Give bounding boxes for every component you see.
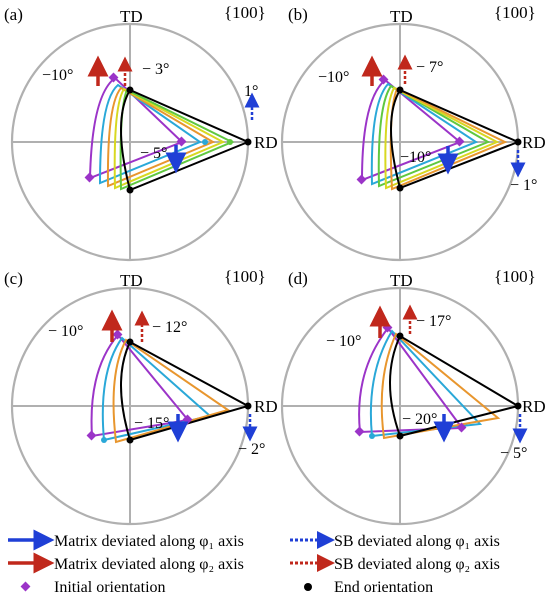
curve-4 bbox=[113, 87, 226, 190]
matrix-phi2-angle: − 10° bbox=[326, 333, 361, 350]
end-marker bbox=[126, 338, 134, 346]
rd-label: RD bbox=[254, 133, 278, 152]
sb-phi2-angle: − 12° bbox=[152, 319, 187, 336]
plane-label: {100} bbox=[224, 3, 266, 22]
rd-label: RD bbox=[522, 397, 546, 416]
end-marker bbox=[244, 138, 252, 146]
orientation-curves bbox=[358, 326, 521, 440]
plane-label: {100} bbox=[494, 267, 536, 286]
legend-initial-label: Initial orientation bbox=[54, 579, 166, 596]
end-marker bbox=[244, 402, 252, 410]
curve-3 bbox=[106, 86, 216, 188]
orientation-curves bbox=[360, 78, 521, 191]
panel-tag: (d) bbox=[288, 269, 308, 288]
td-label: TD bbox=[390, 271, 413, 290]
orientation-curves bbox=[88, 76, 251, 192]
matrix-phi2-angle: − 10° bbox=[48, 323, 83, 340]
panel-d: (d) TD RD {100} − 10° − 17° − 20° − 5° bbox=[280, 267, 546, 526]
end-marker bbox=[126, 86, 134, 94]
end-marker bbox=[126, 436, 134, 444]
panel-c: (c) TD RD {100} − 10° − 12° − 15° − 2° bbox=[4, 267, 278, 526]
markers bbox=[84, 72, 252, 194]
end-marker bbox=[514, 138, 522, 146]
panel-b: (b) TD RD {100} −10° − 7° −10° − 1° bbox=[280, 3, 546, 262]
end-marker bbox=[396, 332, 404, 340]
end-marker bbox=[396, 432, 404, 440]
panel-tag: (c) bbox=[4, 269, 23, 288]
initial-marker bbox=[84, 172, 95, 183]
curve-2 bbox=[370, 82, 479, 186]
sb-phi1-angle: − 5° bbox=[500, 445, 527, 462]
initial-marker bbox=[108, 72, 119, 83]
curve-4 bbox=[384, 86, 500, 190]
matrix-phi2-angle: −10° bbox=[42, 67, 73, 84]
legend-end-label: End orientation bbox=[334, 579, 433, 596]
legend-initial-swatch bbox=[20, 581, 31, 592]
legend-matrix-phi2-label: Matrix deviated along φ₂ axis bbox=[54, 556, 244, 573]
initial-marker bbox=[354, 426, 365, 437]
rd-label: RD bbox=[522, 133, 546, 152]
td-label: TD bbox=[120, 7, 143, 26]
sb-phi1-angle: − 2° bbox=[238, 441, 265, 458]
matrix-phi2-angle: −10° bbox=[318, 69, 349, 86]
initial-marker bbox=[86, 430, 97, 441]
initial-marker bbox=[356, 174, 367, 185]
curve-2 bbox=[98, 83, 203, 185]
end-marker bbox=[126, 186, 134, 194]
panel-a: (a) TD RD {100} −10° − 3° − 5° 1° bbox=[4, 3, 278, 262]
sb-phi1-angle: 1° bbox=[244, 83, 258, 100]
sb-phi2-angle: − 17° bbox=[416, 313, 451, 330]
matrix-phi1-angle: − 5° bbox=[140, 145, 167, 162]
td-label: TD bbox=[390, 7, 413, 26]
plane-label: {100} bbox=[494, 3, 536, 22]
legend: Matrix deviated along φ₁ axis Matrix dev… bbox=[8, 529, 500, 596]
orientation-curves bbox=[90, 333, 251, 444]
initial-marker bbox=[378, 74, 389, 85]
matrix-phi1-angle: −10° bbox=[400, 149, 431, 166]
end-marker bbox=[396, 86, 404, 94]
legend-sb-phi1-label: SB deviated along φ₁ axis bbox=[334, 533, 500, 550]
matrix-phi1-angle: − 15° bbox=[134, 415, 169, 432]
curve-3 bbox=[380, 332, 501, 440]
initial-marker bbox=[456, 422, 467, 433]
plane-label: {100} bbox=[224, 267, 266, 286]
sb-phi1-angle: − 1° bbox=[510, 177, 537, 194]
legend-sb-phi2-label: SB deviated along φ₂ axis bbox=[334, 556, 500, 573]
td-label: TD bbox=[120, 271, 143, 290]
curve-3 bbox=[112, 338, 231, 444]
rd-label: RD bbox=[254, 397, 278, 416]
end-marker bbox=[396, 184, 404, 192]
matrix-phi1-angle: − 20° bbox=[402, 411, 437, 428]
initial-marker bbox=[176, 136, 187, 147]
panel-tag: (b) bbox=[288, 5, 308, 24]
sb-phi2-angle: − 3° bbox=[142, 61, 169, 78]
legend-matrix-phi1-label: Matrix deviated along φ₁ axis bbox=[54, 533, 244, 550]
legend-end-swatch bbox=[304, 583, 312, 591]
panel-tag: (a) bbox=[4, 5, 23, 24]
end-marker bbox=[514, 402, 522, 410]
sb-phi2-angle: − 7° bbox=[416, 59, 443, 76]
initial-marker bbox=[454, 136, 465, 147]
curve-3 bbox=[377, 84, 491, 188]
